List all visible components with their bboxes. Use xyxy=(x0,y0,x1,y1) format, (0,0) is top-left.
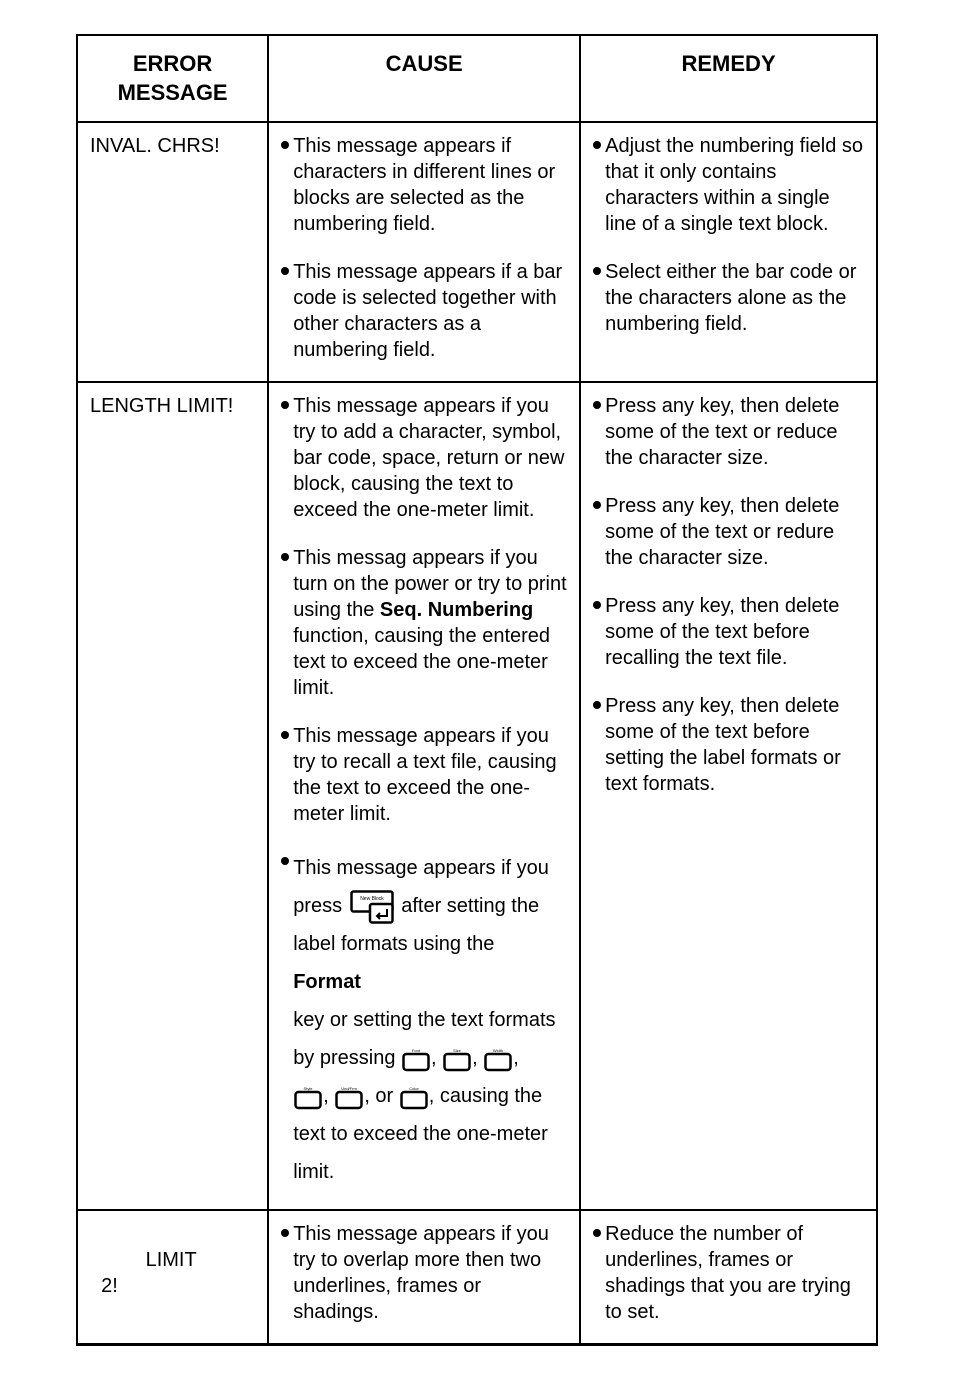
text-frag: label formats using the xyxy=(293,933,494,955)
bullet-icon xyxy=(593,501,601,509)
key-label: Font xyxy=(412,1048,421,1053)
cause-text: This message appears if you try to recal… xyxy=(293,723,567,827)
cause-text: This message appears if a bar code is se… xyxy=(293,259,567,363)
cause-item: This message appears if you try to recal… xyxy=(281,723,567,827)
remedy-text: Select either the bar code or the charac… xyxy=(605,259,864,337)
error-code: LENGTH LIMIT! xyxy=(90,395,233,417)
text-frag: limit. xyxy=(293,1161,334,1183)
remedy-text: Reduce the number of underlines, frames … xyxy=(605,1221,864,1325)
bullet-icon xyxy=(593,601,601,609)
bullet-icon xyxy=(593,701,601,709)
table-row: INVAL. CHRS! This message appears if cha… xyxy=(77,122,877,382)
remedy-text: Press any key, then delete some of the t… xyxy=(605,393,864,471)
color-key-icon: Color xyxy=(400,1084,428,1110)
key-label: Und/Frm xyxy=(342,1086,358,1091)
new-block-key-icon: New Block xyxy=(350,890,394,924)
text-frag-bold: Format xyxy=(293,971,361,993)
col-header-remedy: REMEDY xyxy=(580,35,877,122)
remedy-item: Adjust the numbering field so that it on… xyxy=(593,133,864,237)
remedy-item: Select either the bar code or the charac… xyxy=(593,259,864,337)
style-key-icon: Style xyxy=(294,1084,322,1110)
cell-error: LENGTH LIMIT! xyxy=(77,382,268,1210)
cause-item: This messag appears if you turn on the p… xyxy=(281,545,567,701)
cell-cause: This message appears if characters in di… xyxy=(268,122,580,382)
text-frag: by pressing xyxy=(293,1047,395,1069)
remedy-item: Press any key, then delete some of the t… xyxy=(593,393,864,471)
table-row: LENGTH LIMIT! This message appears if yo… xyxy=(77,382,877,1210)
remedy-item: Press any key, then delete some of the t… xyxy=(593,493,864,571)
table-header-row: ERROR MESSAGE CAUSE REMEDY xyxy=(77,35,877,122)
text-frag: after setting the xyxy=(401,895,539,917)
cell-cause: This message appears if you try to overl… xyxy=(268,1210,580,1344)
size-key-icon: Size xyxy=(443,1046,471,1072)
remedy-item: Press any key, then delete some of the t… xyxy=(593,693,864,797)
table-row: LIMIT 2! This message appears if you try… xyxy=(77,1210,877,1344)
remedy-text: Press any key, then delete some of the t… xyxy=(605,693,864,797)
remedy-text: Press any key, then delete some of the t… xyxy=(605,593,864,671)
remedy-item: Press any key, then delete some of the t… xyxy=(593,593,864,671)
width-key-icon: Width xyxy=(484,1046,512,1072)
key-label: Color xyxy=(409,1086,419,1091)
cause-text-with-keys: This message appears if you press New Bl… xyxy=(293,849,567,1191)
text-frag: This message appears if you xyxy=(293,857,549,879)
key-label: Width xyxy=(493,1048,503,1053)
footer-rule xyxy=(76,1345,878,1346)
cell-remedy: Press any key, then delete some of the t… xyxy=(580,382,877,1210)
bullet-icon xyxy=(593,141,601,149)
cause-text: This message appears if characters in di… xyxy=(293,133,567,237)
col-header-error: ERROR MESSAGE xyxy=(77,35,268,122)
text-frag: press xyxy=(293,895,342,917)
text-frag: key or setting the text formats xyxy=(293,1009,555,1031)
cause-item: This message appears if you press New Bl… xyxy=(281,849,567,1191)
cell-remedy: Adjust the numbering field so that it on… xyxy=(580,122,877,382)
col-header-cause: CAUSE xyxy=(268,35,580,122)
remedy-text: Adjust the numbering field so that it on… xyxy=(605,133,864,237)
cell-cause: This message appears if you try to add a… xyxy=(268,382,580,1210)
bullet-icon xyxy=(281,1229,289,1237)
undfrm-key-icon: Und/Frm xyxy=(335,1084,363,1110)
bullet-icon xyxy=(281,857,289,865)
bullet-icon xyxy=(281,731,289,739)
text-frag: , causing the xyxy=(429,1085,542,1107)
key-label: Size xyxy=(453,1048,462,1053)
bullet-icon xyxy=(593,267,601,275)
error-code: LIMIT 2! xyxy=(90,1249,197,1297)
error-table: ERROR MESSAGE CAUSE REMEDY INVAL. CHRS! … xyxy=(76,34,878,1345)
cause-text: This message appears if you try to add a… xyxy=(293,393,567,523)
text-frag: text to exceed the one-meter xyxy=(293,1123,548,1145)
error-code: INVAL. CHRS! xyxy=(90,135,220,157)
key-label: New Block xyxy=(360,896,384,902)
key-label: Style xyxy=(304,1086,314,1091)
font-key-icon: Font xyxy=(402,1046,430,1072)
bullet-icon xyxy=(281,401,289,409)
remedy-item: Reduce the number of underlines, frames … xyxy=(593,1221,864,1325)
bullet-icon xyxy=(281,141,289,149)
cell-error: INVAL. CHRS! xyxy=(77,122,268,382)
bullet-icon xyxy=(281,267,289,275)
cause-item: This message appears if you try to overl… xyxy=(281,1221,567,1325)
bullet-icon xyxy=(593,1229,601,1237)
bullet-icon xyxy=(593,401,601,409)
cause-text: This message appears if you try to overl… xyxy=(293,1221,567,1325)
bullet-icon xyxy=(281,553,289,561)
page: ERROR MESSAGE CAUSE REMEDY INVAL. CHRS! … xyxy=(0,0,954,1391)
remedy-text: Press any key, then delete some of the t… xyxy=(605,493,864,571)
cell-error: LIMIT 2! xyxy=(77,1210,268,1344)
cause-item: This message appears if characters in di… xyxy=(281,133,567,237)
cause-item: This message appears if you try to add a… xyxy=(281,393,567,523)
cause-item: This message appears if a bar code is se… xyxy=(281,259,567,363)
cause-text: This messag appears if you turn on the p… xyxy=(293,545,567,701)
cell-remedy: Reduce the number of underlines, frames … xyxy=(580,1210,877,1344)
